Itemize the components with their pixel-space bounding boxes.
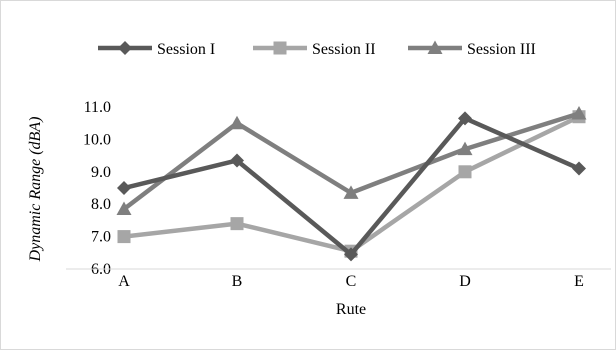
series-layer [116,105,587,262]
line-chart: Session I Session II Session III Dynamic R… [27,40,611,318]
x-tick-label: D [459,273,471,290]
x-axis-label: Rute [336,301,366,318]
legend-item: Session II [253,41,376,58]
y-axis-label: Dynamic Range (dBA) [27,117,44,263]
data-point-marker [344,247,358,262]
data-point-marker [230,217,244,231]
legend-item: Session I [98,41,215,58]
y-tick-label: 7.0 [91,229,111,246]
legend-label: Session I [157,41,215,58]
data-point-marker [117,181,131,195]
data-point-marker [458,111,472,126]
y-tick-label: 11.0 [84,99,111,116]
data-point-marker [572,161,586,176]
y-tick-label: 9.0 [91,164,111,181]
legend-marker [427,40,443,54]
data-point-marker [116,201,132,216]
y-tick-label: 10.0 [83,131,111,148]
legend-label: Session II [312,41,376,58]
legend: Session I Session II Session III [98,40,536,58]
legend-marker [118,41,132,55]
x-tick-label: A [118,273,130,290]
legend-item: Session III [408,40,536,58]
data-point-marker [343,185,359,199]
x-tick-label: B [232,273,243,290]
x-tick-label: E [574,273,584,290]
data-point-marker [457,141,473,156]
series-1 [117,111,586,262]
series-3 [116,105,587,216]
x-axis-ticks: A B C D E [118,273,584,290]
data-point-marker [230,153,244,168]
data-point-marker [458,165,472,179]
data-point-marker [117,230,131,244]
data-point-marker [229,115,245,130]
y-tick-label: 8.0 [91,196,111,213]
y-axis-ticks: 6.07.08.09.010.011.0 [83,99,111,278]
data-point-marker [571,105,587,120]
legend-label: Session III [467,41,536,58]
x-tick-label: C [346,273,357,290]
legend-marker [273,41,287,55]
